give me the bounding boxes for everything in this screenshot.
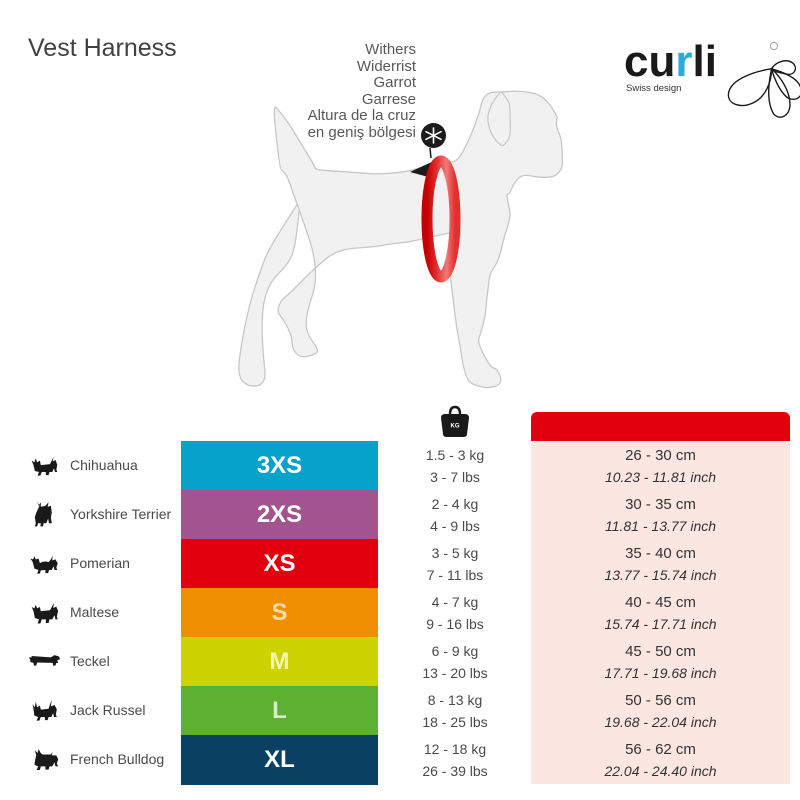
svg-text:KG: KG bbox=[451, 424, 460, 430]
